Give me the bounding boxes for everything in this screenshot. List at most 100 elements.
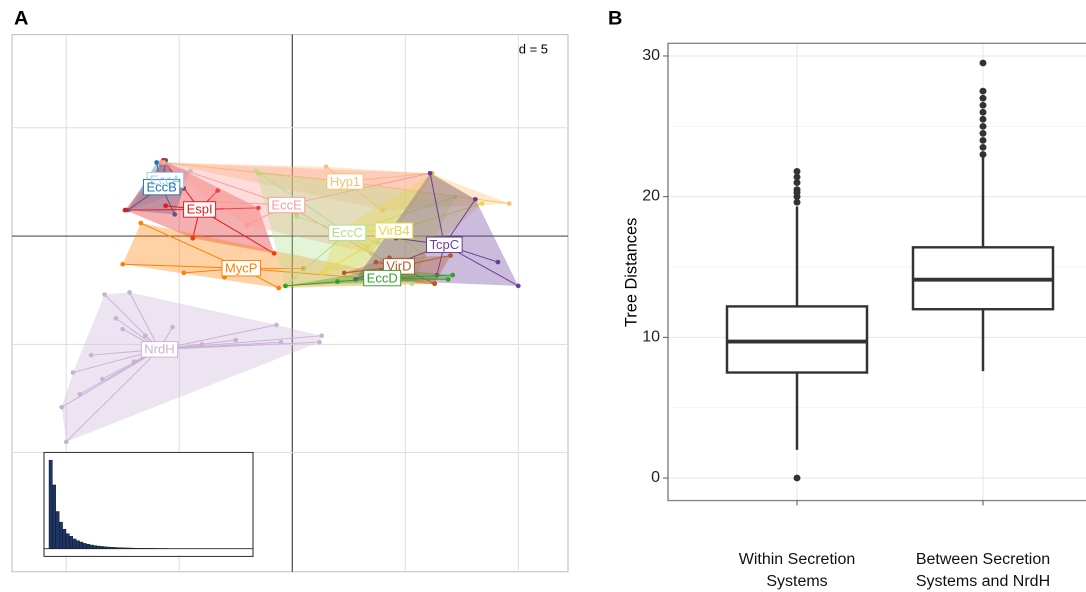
point <box>420 253 426 258</box>
star-link <box>346 232 413 285</box>
point <box>215 188 221 193</box>
group-label-box <box>140 341 179 358</box>
point <box>452 194 458 200</box>
point <box>445 277 451 282</box>
point <box>276 285 282 291</box>
point <box>479 201 485 206</box>
star-link <box>159 341 281 350</box>
outlier <box>979 115 987 123</box>
point <box>319 333 325 339</box>
point <box>233 337 239 343</box>
group-hull <box>61 292 322 442</box>
point <box>450 272 456 278</box>
point <box>380 207 386 213</box>
point <box>122 207 128 213</box>
point <box>158 160 164 165</box>
point <box>170 324 175 330</box>
point <box>127 290 132 295</box>
x-tick-label-box: Between Secretion Systems and NrdH <box>916 552 1050 591</box>
outlier <box>979 87 987 95</box>
point <box>373 259 379 265</box>
group-label-box <box>221 260 261 277</box>
group-label: EccC <box>332 225 363 240</box>
eigenvalue-bar <box>72 538 77 549</box>
point <box>335 279 340 284</box>
point <box>199 342 205 347</box>
group-label-box <box>363 269 402 287</box>
outlier <box>793 474 801 482</box>
point <box>63 439 69 445</box>
group-label: EspI <box>187 202 213 217</box>
group-label: Hyp1 <box>330 174 360 189</box>
plot-frame <box>667 42 1086 502</box>
x-tick-label: Within Secretion Systems <box>738 551 856 591</box>
point <box>427 170 433 176</box>
eigenvalue-bar <box>59 521 63 549</box>
point <box>515 283 521 289</box>
point <box>409 281 415 287</box>
outlier <box>793 167 801 175</box>
panel-label: A <box>14 8 28 30</box>
y-tick-label: 10 <box>642 329 660 346</box>
point <box>77 391 83 397</box>
point <box>323 164 329 170</box>
group-label-box <box>426 236 463 253</box>
point <box>283 283 288 289</box>
point <box>172 212 178 217</box>
point <box>495 259 501 265</box>
point <box>448 253 453 258</box>
inset-frame <box>43 451 254 557</box>
point <box>364 244 370 250</box>
eigenvalue-bar <box>62 529 67 549</box>
star-link <box>129 292 160 350</box>
point <box>472 196 478 202</box>
star-link <box>159 324 277 350</box>
point <box>294 214 300 219</box>
group-label-box <box>142 178 181 196</box>
point <box>316 339 322 345</box>
point <box>113 316 119 321</box>
group-label: TcpC <box>430 237 460 252</box>
y-axis-title: Tree Distances <box>621 218 640 327</box>
point <box>253 168 259 174</box>
point <box>319 270 325 276</box>
group-label: EccD <box>367 271 398 286</box>
star-link <box>65 349 160 443</box>
point <box>506 201 512 206</box>
star-link <box>161 161 287 206</box>
point <box>120 326 126 332</box>
point <box>100 376 105 382</box>
point <box>271 251 277 256</box>
point <box>154 160 160 165</box>
group-label: MycP <box>225 261 257 276</box>
point <box>274 322 279 328</box>
point <box>131 359 137 365</box>
eigenvalue-bar <box>86 544 91 549</box>
star-link <box>344 181 510 205</box>
group-label: NrdH <box>144 342 174 357</box>
eigenvalue-bar <box>89 544 94 549</box>
scale-annotation: d = 5 <box>519 42 548 57</box>
eigenvalue-bar <box>65 533 70 549</box>
point <box>70 370 76 375</box>
x-tick-label-box: Within Secretion Systems <box>738 551 856 591</box>
point <box>88 352 94 358</box>
point <box>59 404 65 410</box>
y-tick-label: 0 <box>651 469 660 486</box>
box <box>725 305 869 374</box>
eigenvalue-bar <box>79 541 84 549</box>
star-link <box>429 173 445 245</box>
eigenvalue-bar <box>82 543 87 549</box>
eigenvalue-bar <box>69 536 74 549</box>
point <box>138 220 144 226</box>
star-link <box>159 335 322 350</box>
outlier <box>793 198 801 206</box>
star-link <box>285 232 348 287</box>
outlier <box>793 173 801 181</box>
y-tick-label: 20 <box>642 188 660 205</box>
point <box>142 333 148 339</box>
outlier <box>979 129 987 137</box>
point <box>190 235 196 241</box>
